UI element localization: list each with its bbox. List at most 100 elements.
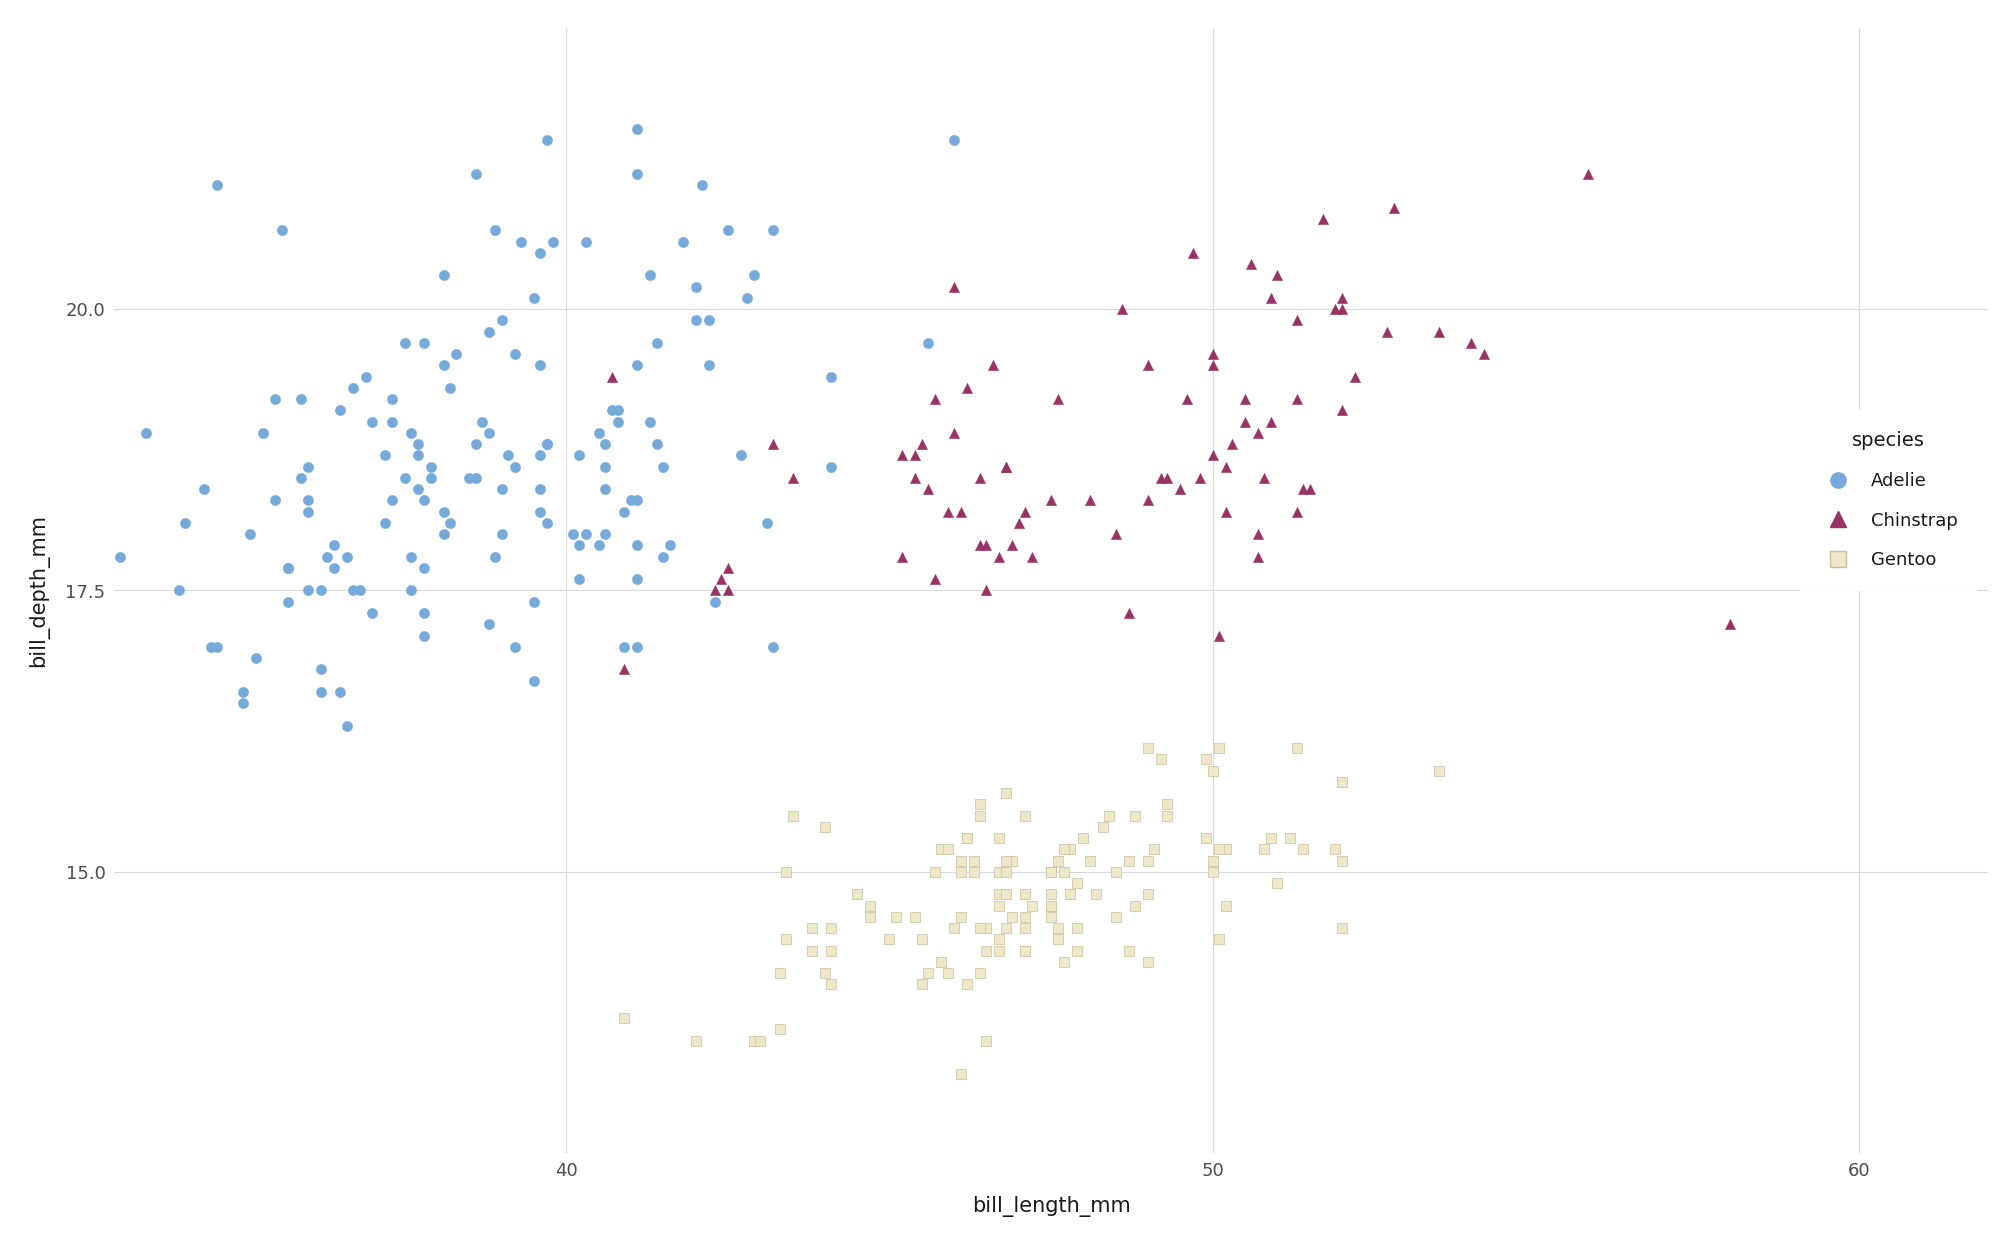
Point	[1034, 884, 1066, 904]
Point	[292, 457, 325, 477]
Point	[480, 220, 512, 240]
Point	[1002, 513, 1034, 533]
Point	[1254, 828, 1286, 848]
Point	[472, 321, 504, 341]
Point	[589, 435, 621, 454]
Point	[1145, 749, 1177, 769]
Point	[1075, 850, 1107, 870]
Point	[603, 401, 635, 421]
Point	[855, 895, 887, 915]
Point	[304, 580, 337, 600]
Point	[984, 884, 1016, 904]
Point	[615, 491, 647, 510]
Point	[1242, 547, 1274, 566]
Point	[814, 918, 847, 937]
Point	[427, 265, 460, 285]
Point	[776, 806, 808, 825]
Point	[964, 964, 996, 984]
Point	[1131, 850, 1163, 870]
Point	[814, 941, 847, 961]
Point	[369, 513, 401, 533]
Point	[466, 412, 498, 432]
Point	[325, 401, 357, 421]
Point	[943, 906, 976, 926]
Point	[1099, 862, 1131, 881]
Point	[407, 332, 439, 352]
Point	[1034, 862, 1066, 881]
Point	[562, 535, 595, 555]
Point	[621, 164, 653, 184]
Point	[1010, 941, 1042, 961]
Point	[1216, 435, 1248, 454]
Point	[905, 435, 937, 454]
Point	[228, 682, 260, 702]
Point	[524, 502, 556, 522]
Point	[1327, 288, 1359, 308]
Point	[389, 468, 421, 488]
Point	[1274, 828, 1306, 848]
Point	[401, 446, 433, 466]
Point	[1151, 794, 1183, 814]
Point	[911, 332, 943, 352]
Point	[764, 964, 796, 984]
Point	[744, 1031, 776, 1051]
Point	[931, 839, 964, 859]
Point	[647, 547, 679, 566]
Point	[562, 446, 595, 466]
Point	[814, 367, 847, 387]
Point	[460, 164, 492, 184]
Point	[984, 862, 1016, 881]
Point	[1210, 839, 1242, 859]
Point	[407, 491, 439, 510]
Point	[841, 884, 873, 904]
Point	[1099, 524, 1131, 544]
Point	[1034, 491, 1066, 510]
Point	[292, 502, 325, 522]
Point	[899, 906, 931, 926]
Point	[1280, 502, 1312, 522]
Point	[873, 930, 905, 950]
Point	[764, 1020, 796, 1040]
Point	[1087, 817, 1119, 837]
Point	[1210, 502, 1242, 522]
Point	[1327, 918, 1359, 937]
Point	[952, 828, 984, 848]
Point	[1139, 839, 1171, 859]
Point	[1230, 412, 1262, 432]
Point	[1327, 401, 1359, 421]
Point	[583, 535, 615, 555]
Point	[1048, 862, 1081, 881]
Point	[700, 591, 732, 611]
Point	[899, 468, 931, 488]
Point	[202, 176, 234, 195]
Point	[679, 310, 712, 330]
Point	[433, 378, 466, 398]
Point	[964, 535, 996, 555]
Point	[1034, 895, 1066, 915]
Point	[609, 660, 641, 680]
Point	[427, 524, 460, 544]
Point	[641, 435, 673, 454]
Point	[712, 220, 744, 240]
Y-axis label: bill_depth_mm: bill_depth_mm	[28, 514, 48, 667]
Point	[460, 435, 492, 454]
Point	[653, 535, 685, 555]
Point	[685, 176, 718, 195]
Point	[343, 580, 375, 600]
Point	[1034, 862, 1066, 881]
Point	[609, 502, 641, 522]
Point	[990, 884, 1022, 904]
Point	[1456, 332, 1488, 352]
Point	[1327, 772, 1359, 792]
Point	[331, 547, 363, 566]
Point	[603, 412, 635, 432]
Point	[395, 423, 427, 443]
Point	[770, 862, 802, 881]
Point	[1262, 873, 1294, 893]
Point	[1198, 356, 1230, 376]
Point	[1468, 344, 1500, 364]
Point	[641, 332, 673, 352]
Point	[1145, 468, 1177, 488]
Point	[1204, 839, 1236, 859]
Point	[1189, 828, 1222, 848]
